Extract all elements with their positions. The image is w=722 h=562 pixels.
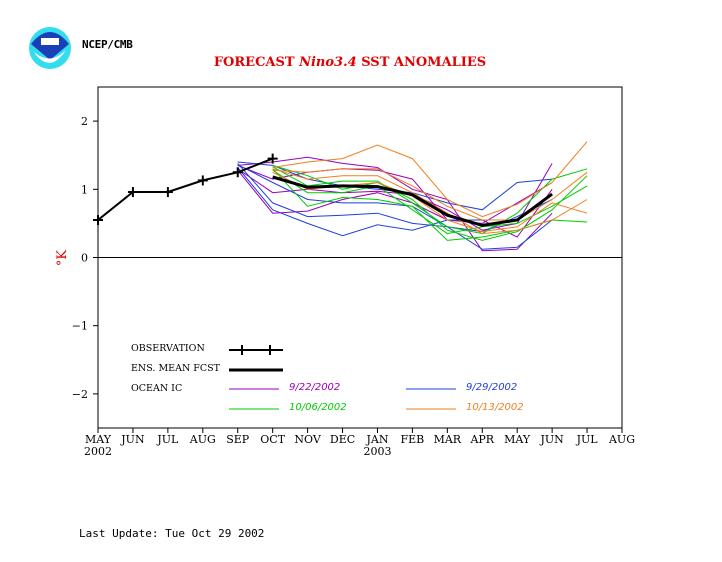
y-axis: −2 −1 0 1 2: [72, 115, 622, 401]
legend-date-3: 10/06/2002: [289, 402, 347, 413]
last-update: Last Update: Tue Oct 29 2002: [79, 527, 265, 540]
x-tick-label: JUN: [539, 433, 564, 446]
title-part-2: Nino3.4: [298, 55, 357, 70]
x-tick-label: FEB: [401, 433, 425, 446]
x-axis: MAY JUN JUL AUG SEP OCT NOV DEC JAN FEB MAR APR MAY J…: [84, 428, 635, 458]
legend-ocean-ic-label: OCEAN IC: [131, 383, 182, 394]
y-tick-label: −2: [72, 388, 88, 401]
series-group: [93, 141, 588, 252]
y-tick-label: 1: [81, 183, 88, 196]
x-tick-label: MAY: [504, 433, 531, 446]
member-line-16: [272, 168, 588, 235]
legend-observation-label: OBSERVATION: [131, 343, 205, 354]
x-tick-label: JAN: [365, 433, 388, 446]
ens-mean-line: [272, 175, 553, 227]
agency-label: NCEP/CMB: [82, 38, 133, 51]
member-line-14: [272, 168, 588, 221]
x-tick-label: JUL: [156, 433, 179, 446]
x-tick-label: SEP: [226, 433, 250, 446]
x-tick-label: OCT: [260, 433, 285, 446]
member-line-13: [272, 141, 588, 218]
x-tick-label: DEC: [330, 433, 355, 446]
legend: OBSERVATION ENS. MEAN FCST OCEAN IC 9/22…: [131, 343, 524, 413]
x-tick-label: JUL: [576, 433, 599, 446]
chart-title: FORECAST Nino3.4 SST ANOMALIES: [214, 55, 486, 70]
observation-point: [197, 175, 208, 186]
observation-point: [127, 187, 138, 198]
observation-point: [267, 153, 278, 164]
x-tick-label: MAY: [85, 433, 112, 446]
y-tick-label: −1: [72, 320, 88, 333]
x-year-label: 2003: [363, 445, 391, 458]
x-tick-label: MAR: [434, 433, 462, 446]
x-tick-label: AUG: [189, 433, 216, 446]
legend-ens-mean-label: ENS. MEAN FCST: [131, 363, 221, 374]
observation-line: [97, 157, 274, 221]
y-axis-label: °K: [55, 250, 70, 267]
member-line-6: [237, 163, 553, 250]
observation-point: [93, 214, 103, 225]
member-line-4: [237, 164, 553, 238]
title-part-3: SST ANOMALIES: [357, 55, 487, 70]
x-tick-label: JUN: [120, 433, 145, 446]
x-tick-label: APR: [469, 433, 494, 446]
x-tick-label: AUG: [608, 433, 635, 446]
observation-point: [232, 167, 243, 178]
noaa-logo-icon: [28, 26, 72, 70]
legend-date-4: 10/13/2002: [466, 402, 524, 413]
y-tick-label: 0: [81, 252, 88, 265]
member-line-1: [237, 156, 553, 252]
member-line-11: [272, 166, 588, 235]
title-part-1: FORECAST: [214, 55, 299, 70]
legend-date-1: 9/22/2002: [289, 382, 340, 393]
x-tick-label: NOV: [294, 433, 321, 446]
legend-date-2: 9/29/2002: [466, 382, 517, 393]
observation-point: [162, 187, 173, 198]
x-year-label: 2002: [84, 445, 112, 458]
y-tick-label: 2: [81, 115, 88, 128]
